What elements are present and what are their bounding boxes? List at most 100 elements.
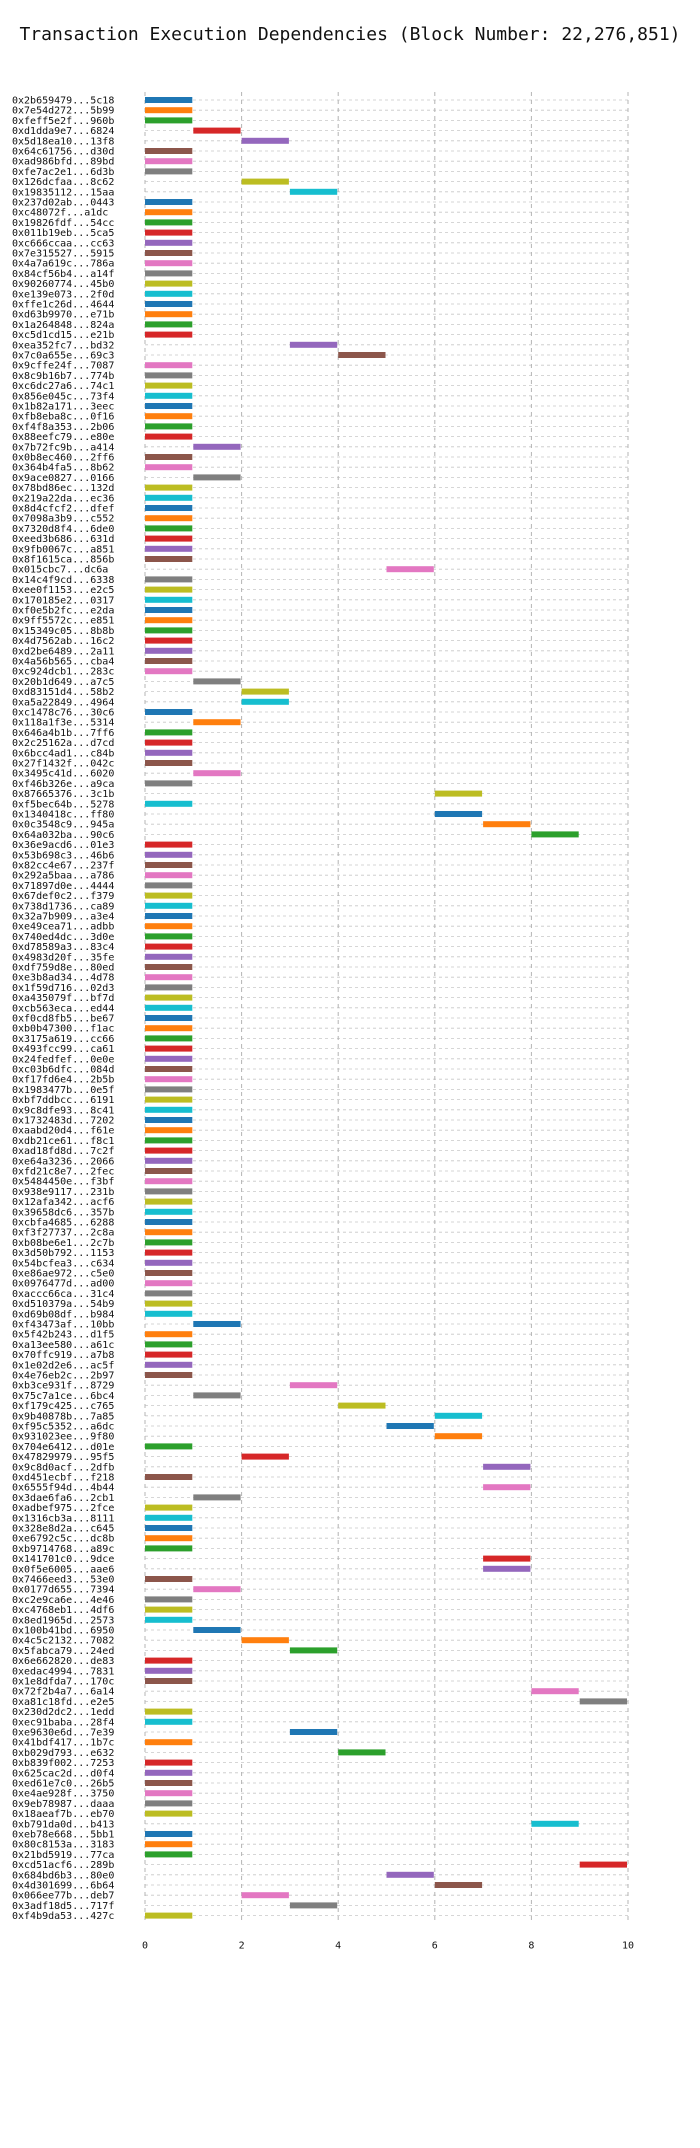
- task-bar: [145, 617, 193, 624]
- y-tick-label: 0xbf7ddbcc...6191: [12, 1095, 114, 1106]
- task-bar: [145, 1117, 193, 1123]
- task-bar: [145, 1514, 193, 1521]
- y-tick-label: 0xb08be6e1...2c7b: [12, 1238, 114, 1249]
- y-tick-label: 0x015cbc7...dc6a: [12, 565, 108, 576]
- task-bar: [145, 1280, 193, 1287]
- task-bar: [145, 1219, 193, 1225]
- y-tick-label: 0x1340418c...ff80: [12, 810, 114, 821]
- task-bar: [145, 1443, 193, 1450]
- task-bar: [145, 1341, 193, 1348]
- y-tick-label: 0x32a7b909...a3e4: [12, 912, 114, 923]
- y-tick-label: 0xd1dda9e7...6824: [12, 126, 114, 137]
- task-bar: [145, 1739, 193, 1746]
- task-bar: [145, 984, 193, 991]
- task-bar: [145, 953, 193, 960]
- task-bar: [145, 1616, 193, 1623]
- y-tick-label: 0x9fb0067c...a851: [12, 544, 114, 555]
- y-tick-label: 0x328e8d2a...c645: [12, 1524, 114, 1535]
- task-bar: [145, 1147, 193, 1154]
- y-tick-label: 0x931023ee...9f80: [12, 1432, 114, 1443]
- y-tick-label: 0x47829979...95f5: [12, 1452, 114, 1463]
- task-bar: [531, 1820, 579, 1827]
- y-tick-label: 0xa5a22849...4964: [12, 697, 114, 708]
- y-tick-label: 0x740ed4dc...3d0e: [12, 932, 114, 943]
- y-tick-label: 0x0976477d...ad00: [12, 1279, 114, 1290]
- y-tick-label: 0x39658dc6...357b: [12, 1207, 114, 1218]
- task-bar: [241, 688, 289, 695]
- task-bar: [145, 545, 193, 552]
- y-tick-label: 0x292a5baa...a786: [12, 871, 114, 882]
- task-bar: [386, 566, 434, 573]
- y-tick-label: 0xaccc66ca...31c4: [12, 1289, 114, 1300]
- y-tick-label: 0xd63b9970...e71b: [12, 310, 114, 321]
- y-tick-label: 0xed61e7c0...26b5: [12, 1779, 114, 1790]
- task-bar: [145, 535, 193, 542]
- x-tick-label: 6: [432, 1941, 438, 1952]
- task-bar: [145, 168, 193, 175]
- y-tick-label: 0xee0f1153...e2c5: [12, 585, 114, 596]
- y-tick-label: 0x011b19eb...5ca5: [12, 228, 114, 239]
- task-bar: [145, 1596, 193, 1603]
- y-tick-label: 0xf0cd8fb5...be67: [12, 1014, 114, 1025]
- y-tick-label: 0x5484450e...f3bf: [12, 1177, 114, 1188]
- task-bar: [145, 1239, 193, 1246]
- y-tick-label: 0x493fcc99...ca61: [12, 1044, 114, 1055]
- y-tick-label: 0xf3f27737...2c8a: [12, 1228, 114, 1239]
- chart-title: Transaction Execution Dependencies (Bloc…: [19, 24, 680, 45]
- x-tick-label: 0: [142, 1941, 148, 1952]
- task-bar: [145, 107, 193, 114]
- task-bar: [145, 250, 193, 256]
- y-tick-label: 0x1a264848...824a: [12, 320, 114, 331]
- y-tick-label: 0x70ffc919...a7b8: [12, 1350, 114, 1361]
- y-tick-label: 0x15349c05...8b8b: [12, 626, 114, 637]
- task-bar: [241, 698, 289, 705]
- task-bar: [193, 1586, 241, 1593]
- y-tick-label: 0x82cc4e67...237f: [12, 861, 114, 872]
- y-tick-label: 0x126dcfaa...8c62: [12, 177, 114, 188]
- task-bar: [145, 1229, 193, 1236]
- y-tick-label: 0x0177d655...7394: [12, 1585, 114, 1596]
- y-tick-labels: 0x2b659479...5c180x7e54d272...5b990xfeff…: [12, 96, 114, 1923]
- y-tick-label: 0x14c4f9cd...6338: [12, 575, 114, 586]
- task-bar: [145, 1718, 193, 1725]
- task-bar: [145, 749, 193, 756]
- y-tick-label: 0xe49cea71...adbb: [12, 922, 114, 933]
- task-bar: [483, 1555, 531, 1562]
- y-tick-label: 0xa13ee580...a61c: [12, 1340, 114, 1351]
- task-bar: [386, 1871, 434, 1878]
- y-tick-label: 0x4d301699...6b64: [12, 1881, 114, 1892]
- task-bar: [145, 494, 193, 501]
- y-tick-label: 0x7c0a655e...69c3: [12, 351, 114, 362]
- task-bar: [145, 1066, 193, 1072]
- y-tick-label: 0x36e9acd6...01e3: [12, 840, 114, 851]
- y-tick-label: 0x141701c0...9dce: [12, 1554, 114, 1565]
- task-bar: [145, 1208, 193, 1215]
- y-tick-label: 0x24fedfef...0e0e: [12, 1054, 114, 1065]
- task-bar: [145, 1310, 193, 1317]
- y-tick-label: 0xfd21c8e7...2fec: [12, 1167, 114, 1178]
- y-tick-label: 0xad986bfd...89bd: [12, 157, 114, 168]
- y-tick-label: 0x170185e2...0317: [12, 595, 114, 606]
- y-tick-label: 0x67def0c2...f379: [12, 891, 114, 902]
- task-bar: [145, 1780, 193, 1786]
- task-bar: [145, 1106, 193, 1113]
- y-tick-label: 0x5d18ea10...13f8: [12, 136, 114, 147]
- task-bar: [145, 362, 193, 369]
- y-tick-label: 0x9ace0827...0166: [12, 473, 114, 484]
- y-tick-label: 0x2c25162a...d7cd: [12, 738, 114, 749]
- task-bar: [483, 1484, 531, 1491]
- task-bar: [145, 1331, 193, 1338]
- y-tick-label: 0xfeff5e2f...960b: [12, 116, 114, 127]
- y-tick-label: 0x88eefc79...e80e: [12, 432, 114, 443]
- y-tick-label: 0x8f1615ca...856b: [12, 555, 114, 566]
- y-tick-label: 0x9cffe24f...7087: [12, 361, 114, 372]
- y-tick-label: 0x0c3548c9...945a: [12, 820, 114, 831]
- task-bar: [145, 760, 193, 766]
- x-tick-labels: 0 2 4 6 8 10: [142, 1941, 634, 1952]
- task-bar: [145, 1525, 193, 1531]
- task-bar: [483, 1463, 531, 1470]
- task-bar: [145, 1800, 193, 1807]
- y-tick-label: 0x9c8d0acf...2dfb: [12, 1462, 114, 1473]
- task-bar: [145, 484, 193, 491]
